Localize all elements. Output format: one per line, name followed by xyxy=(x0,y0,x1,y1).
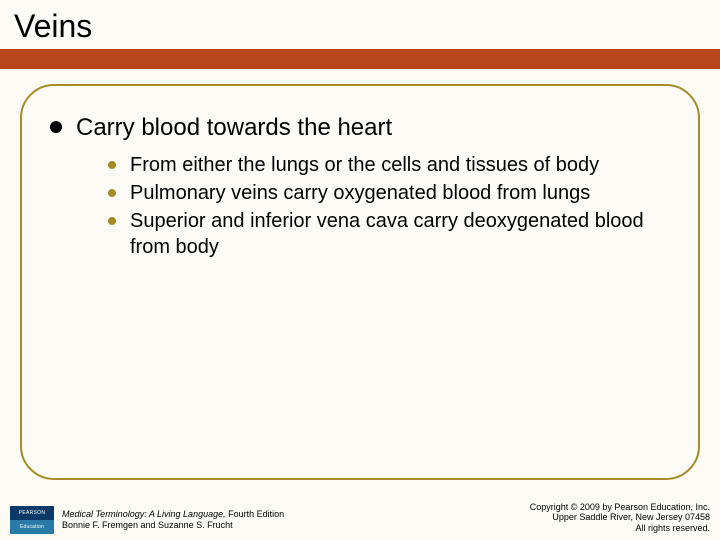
pearson-logo: PEARSON Education xyxy=(10,506,54,534)
book-line1: Medical Terminology: A Living Language, … xyxy=(62,509,284,520)
footer-right: Copyright © 2009 by Pearson Education, I… xyxy=(530,502,710,534)
copyright-line2: Upper Saddle River, New Jersey 07458 xyxy=(530,512,710,523)
footer: PEARSON Education Medical Terminology: A… xyxy=(0,492,720,540)
copyright-line3: All rights reserved. xyxy=(530,523,710,534)
level2-text: Pulmonary veins carry oxygenated blood f… xyxy=(130,180,590,206)
bullet-level1: Carry blood towards the heart xyxy=(50,114,670,142)
bullet-icon xyxy=(108,161,116,169)
level1-text: Carry blood towards the heart xyxy=(76,114,392,142)
level2-text: From either the lungs or the cells and t… xyxy=(130,152,599,178)
copyright-line1: Copyright © 2009 by Pearson Education, I… xyxy=(530,502,710,513)
content-frame: Carry blood towards the heart From eithe… xyxy=(20,84,700,480)
level2-list: From either the lungs or the cells and t… xyxy=(108,152,670,260)
logo-top: PEARSON xyxy=(10,506,54,520)
title-area: Veins xyxy=(0,0,720,45)
book-edition: Fourth Edition xyxy=(226,509,285,519)
book-authors: Bonnie F. Fremgen and Suzanne S. Frucht xyxy=(62,520,284,531)
logo-bottom: Education xyxy=(10,520,54,534)
bullet-icon xyxy=(108,217,116,225)
footer-left: PEARSON Education Medical Terminology: A… xyxy=(10,506,284,534)
level2-text: Superior and inferior vena cava carry de… xyxy=(130,208,670,260)
bullet-level2: Pulmonary veins carry oxygenated blood f… xyxy=(108,180,670,206)
bullet-icon xyxy=(108,189,116,197)
accent-bar xyxy=(0,49,720,69)
bullet-level2: From either the lungs or the cells and t… xyxy=(108,152,670,178)
book-title: Medical Terminology: A Living Language, xyxy=(62,509,226,519)
book-credit: Medical Terminology: A Living Language, … xyxy=(62,509,284,531)
bullet-level2: Superior and inferior vena cava carry de… xyxy=(108,208,670,260)
bullet-icon xyxy=(50,121,62,133)
slide-title: Veins xyxy=(14,8,720,45)
